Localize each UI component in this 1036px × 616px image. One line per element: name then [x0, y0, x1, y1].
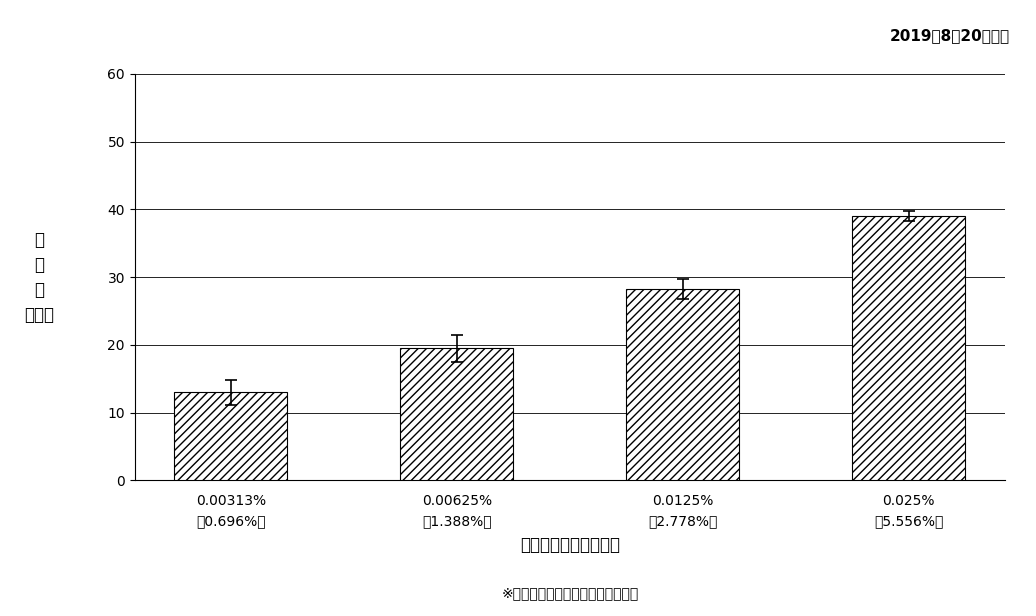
Text: 2019年8月20日実施: 2019年8月20日実施	[890, 28, 1010, 43]
Text: ※カッコ内はシベリアグレース換算: ※カッコ内はシベリアグレース換算	[501, 586, 638, 601]
Bar	[174, 392, 287, 480]
Bar	[853, 216, 966, 480]
Text: 阻
害
率
（％）: 阻 害 率 （％）	[24, 231, 54, 323]
X-axis label: タキシフォリン終濃度: タキシフォリン終濃度	[520, 536, 620, 554]
Bar	[627, 289, 740, 480]
Bar	[400, 349, 513, 480]
